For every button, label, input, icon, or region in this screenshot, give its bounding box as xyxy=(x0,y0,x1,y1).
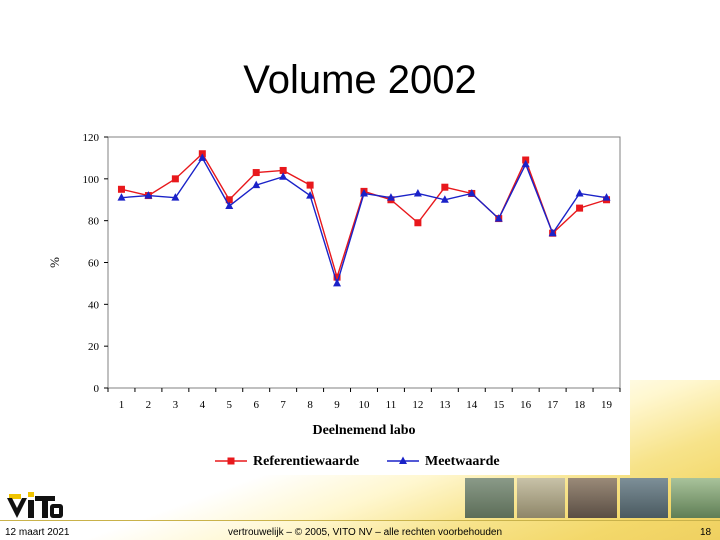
legend-marker-triangle xyxy=(399,456,407,464)
x-tick-label: 8 xyxy=(307,399,313,411)
data-point-referentiewaarde xyxy=(252,169,260,177)
data-point-meetwaarde xyxy=(413,188,422,197)
data-point-referentiewaarde xyxy=(576,204,584,212)
data-point-meetwaarde xyxy=(521,159,530,168)
footer-date: 12 maart 2021 xyxy=(5,527,70,538)
slide-title: Volume 2002 xyxy=(243,58,477,102)
page-number: 18 xyxy=(700,527,712,538)
plot-area-frame xyxy=(107,136,621,389)
x-tick-label: 6 xyxy=(253,399,259,411)
data-point-referentiewaarde xyxy=(171,175,179,183)
legend-label: Meetwaarde xyxy=(425,454,500,469)
data-point-referentiewaarde xyxy=(225,196,233,204)
y-tick-label: 100 xyxy=(83,174,100,186)
data-point-meetwaarde xyxy=(252,180,261,189)
series-line xyxy=(121,156,607,286)
footer-copyright: vertrouwelijk – © 2005, VITO NV – alle r… xyxy=(228,527,503,538)
data-point-referentiewaarde xyxy=(306,181,314,189)
data-point-referentiewaarde xyxy=(333,273,341,281)
y-tick-label: 0 xyxy=(94,383,100,395)
data-point-meetwaarde xyxy=(575,188,584,197)
data-point-meetwaarde xyxy=(386,193,395,201)
legend-marker-square xyxy=(227,457,235,465)
x-axis-label: Deelnemend labo xyxy=(312,423,415,438)
data-point-meetwaarde xyxy=(225,201,234,210)
data-point-referentiewaarde xyxy=(279,166,287,174)
data-point-referentiewaarde xyxy=(441,183,449,191)
chart-container: 0 20 40 60 80 100 120 1 2 3 4 5 6 7 8 9 10 11 12 13 14 15 16 17… xyxy=(35,125,630,475)
vito-logo xyxy=(7,492,63,518)
data-point-meetwaarde xyxy=(279,172,288,180)
x-tick-label: 19 xyxy=(601,399,613,411)
x-tick-label: 7 xyxy=(280,399,286,411)
photo-tile xyxy=(465,478,514,518)
x-tick-label: 11 xyxy=(386,399,397,411)
data-point-meetwaarde xyxy=(198,153,207,161)
decorative-photo-strip xyxy=(465,478,720,518)
footer-divider xyxy=(0,520,720,521)
x-tick-label: 9 xyxy=(334,399,340,411)
data-point-meetwaarde xyxy=(494,214,503,222)
photo-tile xyxy=(568,478,617,518)
series-line xyxy=(121,152,607,280)
data-point-meetwaarde xyxy=(171,193,180,201)
x-tick-label: 14 xyxy=(466,399,478,411)
legend-label: Referentiewaarde xyxy=(253,454,359,469)
x-tick-label: 18 xyxy=(574,399,586,411)
y-axis-label: % xyxy=(47,257,62,268)
y-tick-label: 120 xyxy=(83,132,100,144)
x-tick-label: 10 xyxy=(359,399,371,411)
x-tick-label: 5 xyxy=(227,399,233,411)
data-point-meetwaarde xyxy=(602,193,611,201)
x-tick-label: 3 xyxy=(173,399,179,411)
data-point-meetwaarde xyxy=(548,228,557,237)
data-point-meetwaarde xyxy=(117,193,126,201)
y-tick-label: 40 xyxy=(88,299,100,311)
photo-tile xyxy=(516,478,566,518)
y-tick-label: 60 xyxy=(88,258,100,270)
data-point-meetwaarde xyxy=(467,188,476,197)
data-point-meetwaarde xyxy=(333,278,342,287)
x-tick-label: 17 xyxy=(547,399,559,411)
data-point-referentiewaarde xyxy=(117,185,125,193)
photo-tile xyxy=(619,478,669,518)
x-tick-label: 1 xyxy=(119,399,125,411)
data-point-meetwaarde xyxy=(440,195,449,203)
x-tick-label: 12 xyxy=(412,399,423,411)
x-tick-label: 4 xyxy=(200,399,206,411)
photo-tile xyxy=(671,478,720,518)
x-tick-label: 15 xyxy=(493,399,505,411)
data-point-meetwaarde xyxy=(144,191,153,199)
y-tick-label: 20 xyxy=(88,341,100,353)
x-tick-label: 2 xyxy=(146,399,152,411)
x-tick-label: 16 xyxy=(520,399,532,411)
y-tick-label: 80 xyxy=(88,216,100,228)
x-tick-label: 13 xyxy=(439,399,451,411)
data-point-meetwaarde xyxy=(306,191,315,199)
data-point-meetwaarde xyxy=(360,188,368,197)
data-point-referentiewaarde xyxy=(414,219,422,227)
